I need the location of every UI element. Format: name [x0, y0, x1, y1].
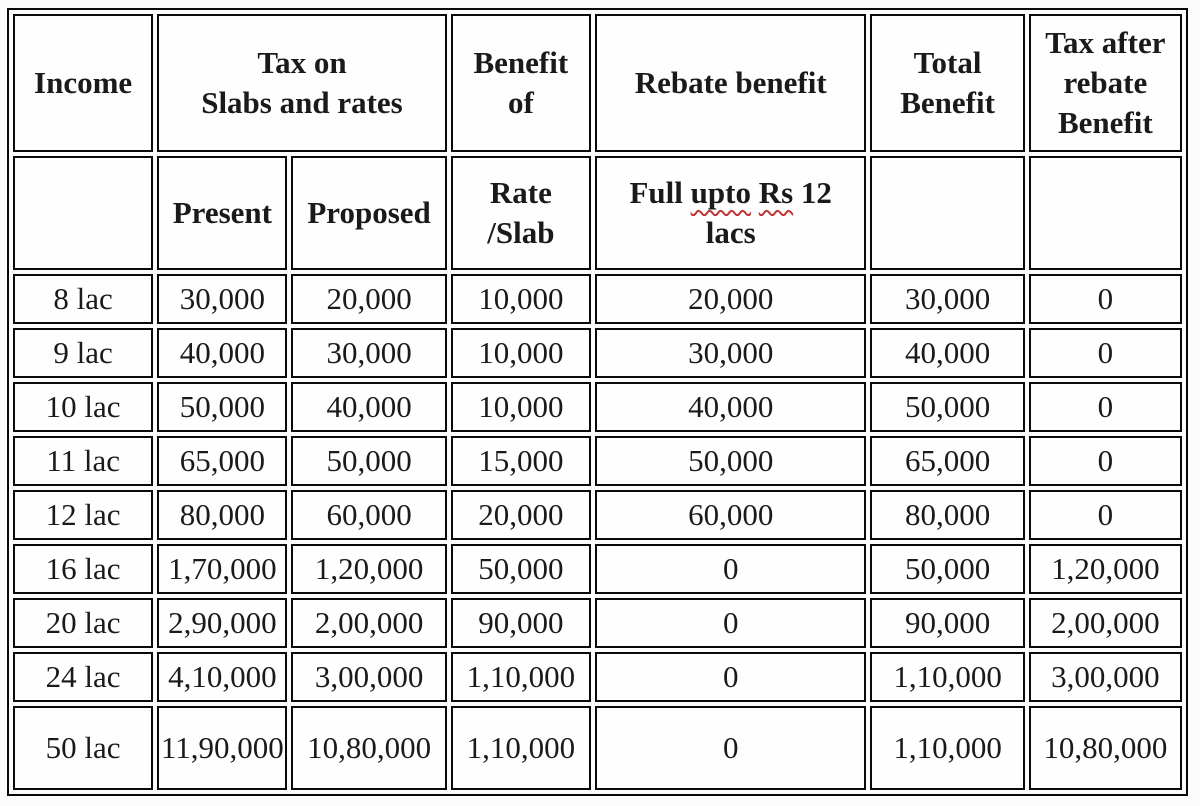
cell-tax-present: 30,000	[157, 274, 288, 324]
table-row: 24 lac 4,10,000 3,00,000 1,10,000 0 1,10,000 3…	[13, 652, 1182, 702]
cell-rebate-benefit: 60,000	[594, 490, 867, 540]
cell-tax-proposed: 50,000	[291, 436, 447, 486]
column-header: Tax on Slabs and rates	[157, 14, 447, 152]
tax-benefit-table: Income Tax on Slabs and rates Benefit of Re…	[7, 8, 1188, 796]
cell-rebate-benefit: 50,000	[594, 436, 867, 486]
column-header: Income	[13, 14, 154, 152]
cell-tax-proposed: 1,20,000	[291, 544, 447, 594]
column-header: Tax after rebate Benefit	[1028, 14, 1182, 152]
table-row: 16 lac 1,70,000 1,20,000 50,000 0 50,000 1,20,…	[13, 544, 1182, 594]
cell-tax-after-rebate-benefit: 0	[1028, 490, 1182, 540]
column-header: Rebate benefit	[594, 14, 867, 152]
cell-tax-present: 1,70,000	[157, 544, 288, 594]
table-body: 8 lac 30,000 20,000 10,000 20,000 30,000 0 9 la…	[13, 274, 1182, 790]
cell-tax-proposed: 2,00,000	[291, 598, 447, 648]
cell-income: 24 lac	[13, 652, 154, 702]
cell-benefit-rate-slab: 1,10,000	[450, 652, 591, 702]
cell-total-benefit: 50,000	[870, 382, 1025, 432]
table-row: 12 lac 80,000 60,000 20,000 60,000 80,000 0	[13, 490, 1182, 540]
cell-benefit-rate-slab: 10,000	[450, 274, 591, 324]
cell-income: 11 lac	[13, 436, 154, 486]
cell-total-benefit: 65,000	[870, 436, 1025, 486]
cell-rebate-benefit: 0	[594, 706, 867, 790]
table-row: 20 lac 2,90,000 2,00,000 90,000 0 90,000 2,00,…	[13, 598, 1182, 648]
spellcheck-squiggle-word: upto	[690, 175, 751, 211]
cell-tax-present: 11,90,000	[157, 706, 288, 790]
cell-rebate-benefit: 30,000	[594, 328, 867, 378]
cell-tax-present: 65,000	[157, 436, 288, 486]
header-row-1: Income Tax on Slabs and rates Benefit of Re…	[13, 14, 1182, 152]
cell-benefit-rate-slab: 90,000	[450, 598, 591, 648]
table-row: 10 lac 50,000 40,000 10,000 40,000 50,000 0	[13, 382, 1182, 432]
cell-benefit-rate-slab: 1,10,000	[450, 706, 591, 790]
cell-tax-after-rebate-benefit: 2,00,000	[1028, 598, 1182, 648]
cell-benefit-rate-slab: 10,000	[450, 382, 591, 432]
cell-total-benefit: 90,000	[870, 598, 1025, 648]
cell-rebate-benefit: 0	[594, 598, 867, 648]
cell-tax-proposed: 3,00,000	[291, 652, 447, 702]
cell-tax-after-rebate-benefit: 0	[1028, 328, 1182, 378]
cell-rebate-benefit: 20,000	[594, 274, 867, 324]
column-subheader	[870, 156, 1025, 270]
cell-tax-proposed: 10,80,000	[291, 706, 447, 790]
cell-income: 50 lac	[13, 706, 154, 790]
cell-tax-after-rebate-benefit: 10,80,000	[1028, 706, 1182, 790]
cell-benefit-rate-slab: 10,000	[450, 328, 591, 378]
column-subheader: Full upto Rs 12 lacs	[594, 156, 867, 270]
cell-income: 20 lac	[13, 598, 154, 648]
cell-tax-present: 50,000	[157, 382, 288, 432]
column-subheader: Proposed	[291, 156, 447, 270]
table-row: 8 lac 30,000 20,000 10,000 20,000 30,000 0	[13, 274, 1182, 324]
cell-income: 12 lac	[13, 490, 154, 540]
cell-total-benefit: 1,10,000	[870, 706, 1025, 790]
header-row-2: Present Proposed Rate /Slab Full upto Rs 12…	[13, 156, 1182, 270]
cell-tax-proposed: 20,000	[291, 274, 447, 324]
cell-income: 8 lac	[13, 274, 154, 324]
cell-tax-proposed: 60,000	[291, 490, 447, 540]
column-subheader	[13, 156, 154, 270]
cell-income: 10 lac	[13, 382, 154, 432]
column-subheader: Present	[157, 156, 288, 270]
cell-tax-after-rebate-benefit: 0	[1028, 436, 1182, 486]
cell-tax-present: 4,10,000	[157, 652, 288, 702]
table-head: Income Tax on Slabs and rates Benefit of Re…	[13, 14, 1182, 270]
cell-tax-present: 40,000	[157, 328, 288, 378]
cell-rebate-benefit: 0	[594, 544, 867, 594]
cell-tax-after-rebate-benefit: 0	[1028, 274, 1182, 324]
cell-total-benefit: 30,000	[870, 274, 1025, 324]
subheader-text-segment	[751, 175, 759, 210]
cell-total-benefit: 80,000	[870, 490, 1025, 540]
subheader-text-segment: 12 lacs	[705, 175, 832, 250]
table-row: 11 lac 65,000 50,000 15,000 50,000 65,000 0	[13, 436, 1182, 486]
spellcheck-squiggle-word: Rs	[758, 175, 794, 211]
cell-total-benefit: 1,10,000	[870, 652, 1025, 702]
cell-tax-present: 2,90,000	[157, 598, 288, 648]
column-subheader	[1028, 156, 1182, 270]
column-header: Benefit of	[450, 14, 591, 152]
cell-total-benefit: 40,000	[870, 328, 1025, 378]
cell-benefit-rate-slab: 50,000	[450, 544, 591, 594]
cell-tax-proposed: 40,000	[291, 382, 447, 432]
cell-tax-present: 80,000	[157, 490, 288, 540]
cell-tax-proposed: 30,000	[291, 328, 447, 378]
cell-income: 16 lac	[13, 544, 154, 594]
cell-rebate-benefit: 0	[594, 652, 867, 702]
column-subheader: Rate /Slab	[450, 156, 591, 270]
cell-benefit-rate-slab: 15,000	[450, 436, 591, 486]
table-row: 50 lac 11,90,000 10,80,000 1,10,000 0 1,10,00…	[13, 706, 1182, 790]
cell-tax-after-rebate-benefit: 0	[1028, 382, 1182, 432]
cell-income: 9 lac	[13, 328, 154, 378]
cell-tax-after-rebate-benefit: 1,20,000	[1028, 544, 1182, 594]
cell-tax-after-rebate-benefit: 3,00,000	[1028, 652, 1182, 702]
table-row: 9 lac 40,000 30,000 10,000 30,000 40,000 0	[13, 328, 1182, 378]
cell-total-benefit: 50,000	[870, 544, 1025, 594]
cell-rebate-benefit: 40,000	[594, 382, 867, 432]
cell-benefit-rate-slab: 20,000	[450, 490, 591, 540]
subheader-text-segment: Full	[629, 175, 691, 211]
column-header: Total Benefit	[870, 14, 1025, 152]
